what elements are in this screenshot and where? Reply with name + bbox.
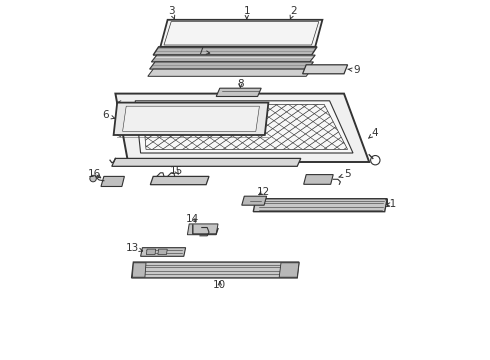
Polygon shape <box>151 55 315 62</box>
Polygon shape <box>112 158 301 166</box>
Text: 4: 4 <box>368 128 378 138</box>
Polygon shape <box>304 175 333 184</box>
Polygon shape <box>143 104 347 149</box>
Polygon shape <box>141 248 186 256</box>
Polygon shape <box>187 224 218 235</box>
Polygon shape <box>101 176 124 186</box>
Polygon shape <box>303 65 347 74</box>
Text: 1: 1 <box>244 6 250 19</box>
Text: 3: 3 <box>168 6 175 19</box>
Text: 9: 9 <box>348 65 360 75</box>
Polygon shape <box>135 101 353 153</box>
Text: 15: 15 <box>170 166 183 176</box>
Polygon shape <box>279 263 299 277</box>
Polygon shape <box>132 262 299 278</box>
Text: 5: 5 <box>339 169 351 179</box>
Polygon shape <box>253 199 387 212</box>
Text: 12: 12 <box>257 186 270 197</box>
Polygon shape <box>150 176 209 185</box>
Text: 13: 13 <box>126 243 143 253</box>
Polygon shape <box>216 88 261 96</box>
Polygon shape <box>153 47 317 55</box>
Text: 7: 7 <box>196 46 210 57</box>
Polygon shape <box>114 103 269 135</box>
Text: 6: 6 <box>102 110 115 120</box>
Polygon shape <box>122 106 259 131</box>
Polygon shape <box>147 249 156 255</box>
Polygon shape <box>116 94 369 162</box>
Text: 8: 8 <box>237 78 244 89</box>
Polygon shape <box>148 69 312 76</box>
Polygon shape <box>160 20 322 47</box>
Polygon shape <box>242 196 267 205</box>
Polygon shape <box>132 263 146 277</box>
Polygon shape <box>149 62 314 69</box>
Text: 10: 10 <box>213 280 226 290</box>
Text: 2: 2 <box>290 6 297 19</box>
Text: 16: 16 <box>88 168 101 179</box>
Circle shape <box>90 175 97 182</box>
Text: 14: 14 <box>186 213 199 224</box>
Polygon shape <box>158 249 167 255</box>
Text: 11: 11 <box>384 199 397 210</box>
